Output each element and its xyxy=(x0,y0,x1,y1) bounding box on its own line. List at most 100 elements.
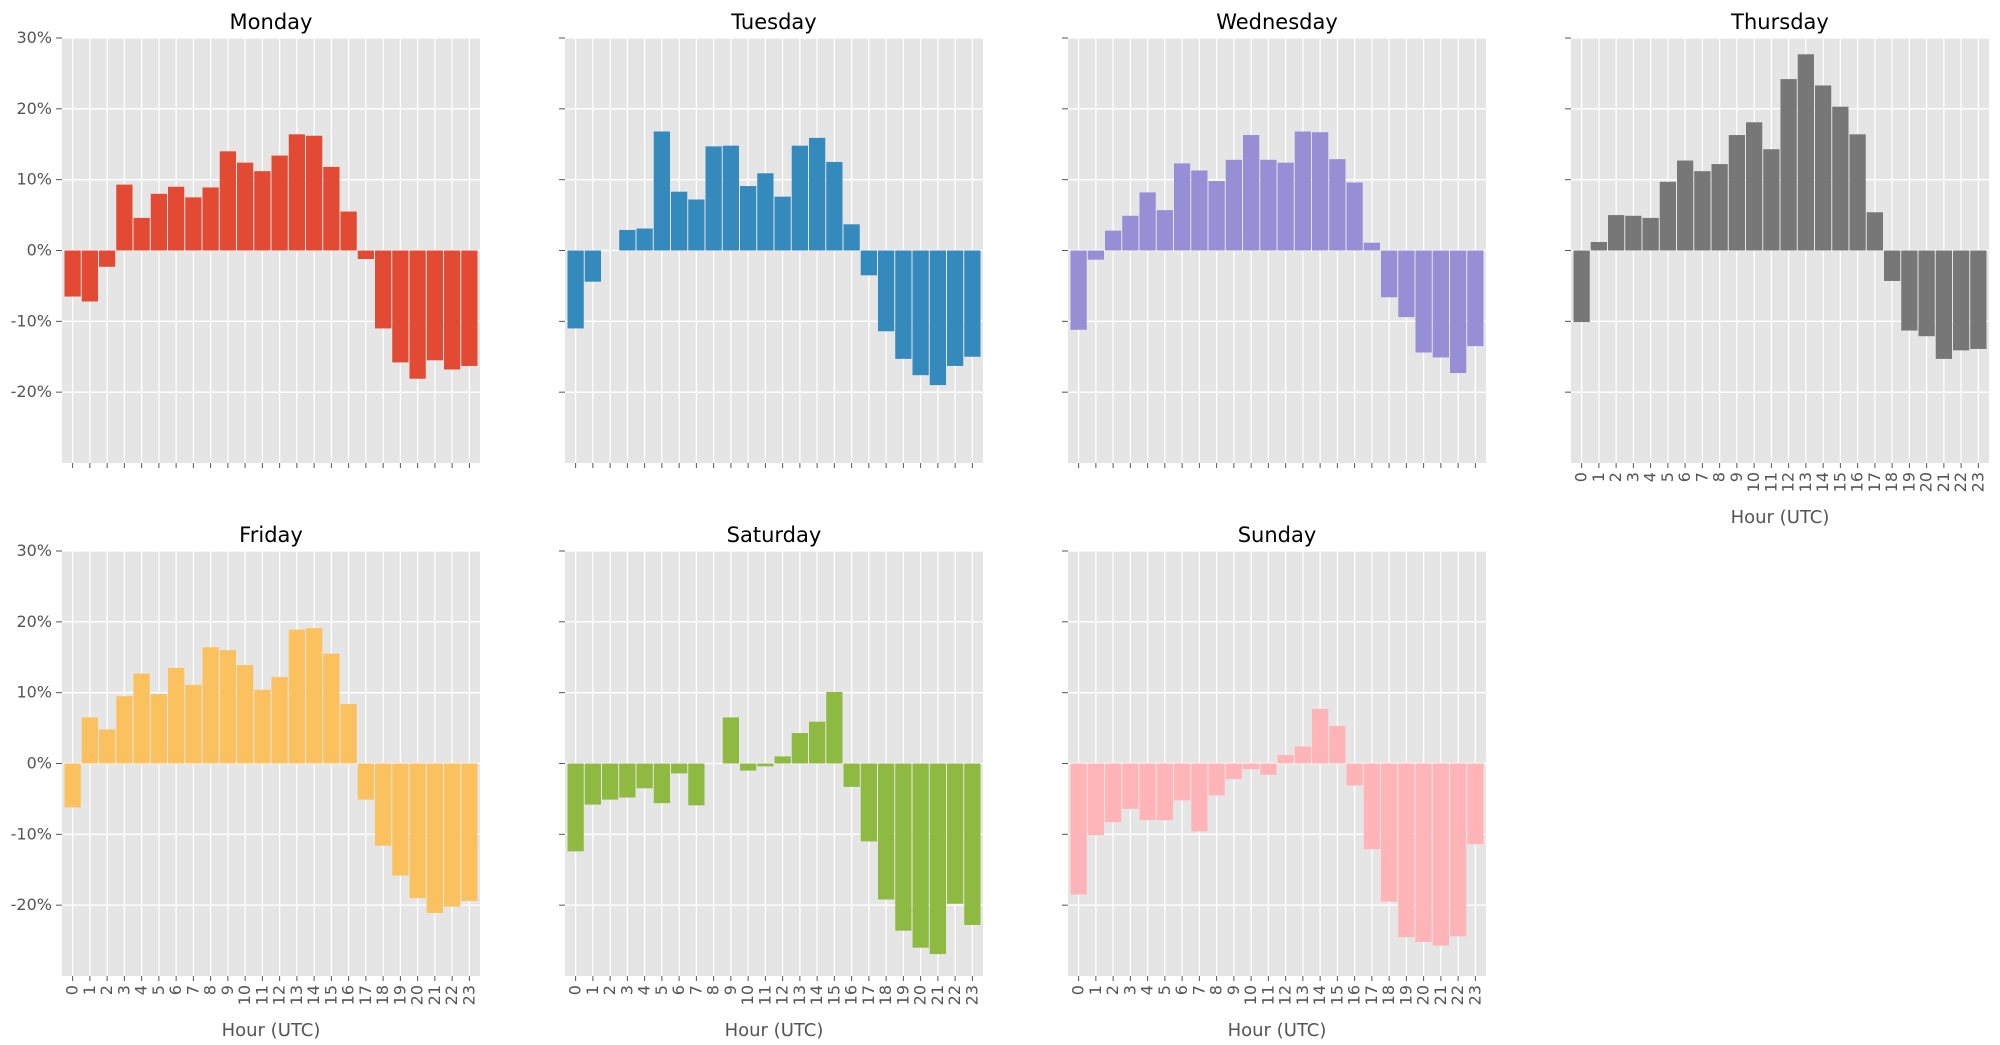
bar-friday-hour-22 xyxy=(444,764,460,907)
bar-tuesday-hour-5 xyxy=(654,132,670,251)
x-tick-label: 23 xyxy=(459,985,478,1005)
bar-sunday-hour-7 xyxy=(1191,764,1207,832)
bar-sunday-hour-0 xyxy=(1071,764,1087,895)
bar-wednesday-hour-15 xyxy=(1329,159,1345,250)
bar-saturday-hour-23 xyxy=(964,764,980,926)
x-tick-label: 23 xyxy=(1968,472,1987,492)
bar-thursday-hour-9 xyxy=(1729,135,1745,250)
bar-wednesday-hour-6 xyxy=(1174,163,1190,250)
bar-friday-hour-21 xyxy=(427,764,443,913)
y-tick-label: 10% xyxy=(16,683,52,702)
x-tick-label: 23 xyxy=(962,985,981,1005)
x-tick-label: 14 xyxy=(304,985,323,1005)
x-tick-label: 7 xyxy=(1692,472,1711,482)
x-tick-label: 11 xyxy=(1258,985,1277,1005)
bar-friday-hour-5 xyxy=(151,694,167,763)
bar-sunday-hour-19 xyxy=(1398,764,1414,938)
bar-monday-hour-12 xyxy=(272,156,288,251)
bar-sunday-hour-6 xyxy=(1174,764,1190,801)
bar-wednesday-hour-10 xyxy=(1243,135,1259,250)
bar-monday-hour-11 xyxy=(254,171,270,250)
bar-friday-hour-8 xyxy=(203,647,219,763)
x-tick-label: 1 xyxy=(1086,985,1105,995)
bar-friday-hour-0 xyxy=(65,764,81,808)
x-tick-label: 15 xyxy=(1830,472,1849,492)
bar-thursday-hour-17 xyxy=(1867,212,1883,250)
x-tick-label: 7 xyxy=(686,985,705,995)
y-tick-label: -20% xyxy=(11,382,52,401)
bar-wednesday-hour-9 xyxy=(1226,160,1242,251)
bar-wednesday-hour-12 xyxy=(1278,163,1294,251)
panel-sunday: Sunday0123456789101112131415161718192021… xyxy=(1062,523,1486,1041)
x-tick-label: 16 xyxy=(339,985,358,1005)
x-tick-label: 12 xyxy=(270,985,289,1005)
bar-tuesday-hour-1 xyxy=(585,251,601,282)
x-tick-label: 11 xyxy=(755,985,774,1005)
x-axis-label: Hour (UTC) xyxy=(1731,507,1830,528)
bar-friday-hour-19 xyxy=(392,764,408,876)
bar-friday-hour-16 xyxy=(341,704,357,764)
x-tick-label: 0 xyxy=(1572,472,1591,482)
x-tick-label: 19 xyxy=(1899,472,1918,492)
bar-tuesday-hour-4 xyxy=(637,229,653,251)
bar-sunday-hour-12 xyxy=(1278,755,1294,764)
bar-sunday-hour-21 xyxy=(1433,764,1449,946)
bar-thursday-hour-19 xyxy=(1901,251,1917,331)
x-tick-label: 6 xyxy=(1172,985,1191,995)
bar-thursday-hour-16 xyxy=(1850,134,1866,250)
x-tick-label: 22 xyxy=(1951,472,1970,492)
x-axis-label: Hour (UTC) xyxy=(725,1020,824,1041)
bar-saturday-hour-20 xyxy=(913,764,929,948)
bar-saturday-hour-1 xyxy=(585,764,601,805)
x-tick-label: 4 xyxy=(132,985,151,995)
x-tick-label: 3 xyxy=(617,985,636,995)
bar-sunday-hour-20 xyxy=(1416,764,1432,943)
x-tick-label: 19 xyxy=(1396,985,1415,1005)
bar-tuesday-hour-17 xyxy=(861,251,877,276)
bar-wednesday-hour-16 xyxy=(1347,183,1363,251)
bar-thursday-hour-2 xyxy=(1608,215,1624,250)
x-tick-label: 16 xyxy=(1345,985,1364,1005)
panel-friday: Friday30%20%10%0%-10%-20%012345678910111… xyxy=(11,523,480,1041)
bar-sunday-hour-23 xyxy=(1467,764,1483,845)
x-tick-label: 21 xyxy=(1934,472,1953,492)
bar-wednesday-hour-7 xyxy=(1191,170,1207,250)
x-tick-label: 3 xyxy=(1623,472,1642,482)
bar-monday-hour-2 xyxy=(99,251,115,267)
bar-tuesday-hour-11 xyxy=(757,173,773,250)
x-tick-label: 13 xyxy=(1293,985,1312,1005)
x-tick-label: 4 xyxy=(635,985,654,995)
bar-monday-hour-23 xyxy=(461,251,477,366)
bar-saturday-hour-14 xyxy=(809,722,825,764)
panel-tuesday: Tuesday xyxy=(559,10,983,468)
bar-monday-hour-18 xyxy=(375,251,391,329)
bar-thursday-hour-14 xyxy=(1815,85,1831,250)
x-tick-label: 7 xyxy=(183,985,202,995)
bar-sunday-hour-9 xyxy=(1226,764,1242,780)
bar-friday-hour-10 xyxy=(237,665,253,763)
x-tick-label: 5 xyxy=(652,985,671,995)
bar-friday-hour-17 xyxy=(358,764,374,800)
x-tick-label: 15 xyxy=(824,985,843,1005)
x-tick-label: 2 xyxy=(97,985,116,995)
bar-thursday-hour-15 xyxy=(1832,107,1848,251)
x-tick-label: 11 xyxy=(1761,472,1780,492)
x-tick-label: 19 xyxy=(893,985,912,1005)
bar-sunday-hour-22 xyxy=(1450,764,1466,937)
bar-sunday-hour-18 xyxy=(1381,764,1397,902)
bar-thursday-hour-18 xyxy=(1884,251,1900,281)
bar-saturday-hour-11 xyxy=(757,764,773,767)
x-tick-label: 22 xyxy=(945,985,964,1005)
x-tick-label: 10 xyxy=(738,985,757,1005)
bar-tuesday-hour-15 xyxy=(826,162,842,251)
bar-friday-hour-11 xyxy=(254,690,270,764)
x-tick-label: 22 xyxy=(442,985,461,1005)
panel-title: Wednesday xyxy=(1216,10,1338,34)
bar-saturday-hour-0 xyxy=(568,764,584,852)
y-tick-label: 10% xyxy=(16,170,52,189)
panel-title: Thursday xyxy=(1730,10,1829,34)
x-tick-label: 5 xyxy=(1658,472,1677,482)
x-tick-label: 21 xyxy=(1431,985,1450,1005)
x-tick-label: 9 xyxy=(218,985,237,995)
